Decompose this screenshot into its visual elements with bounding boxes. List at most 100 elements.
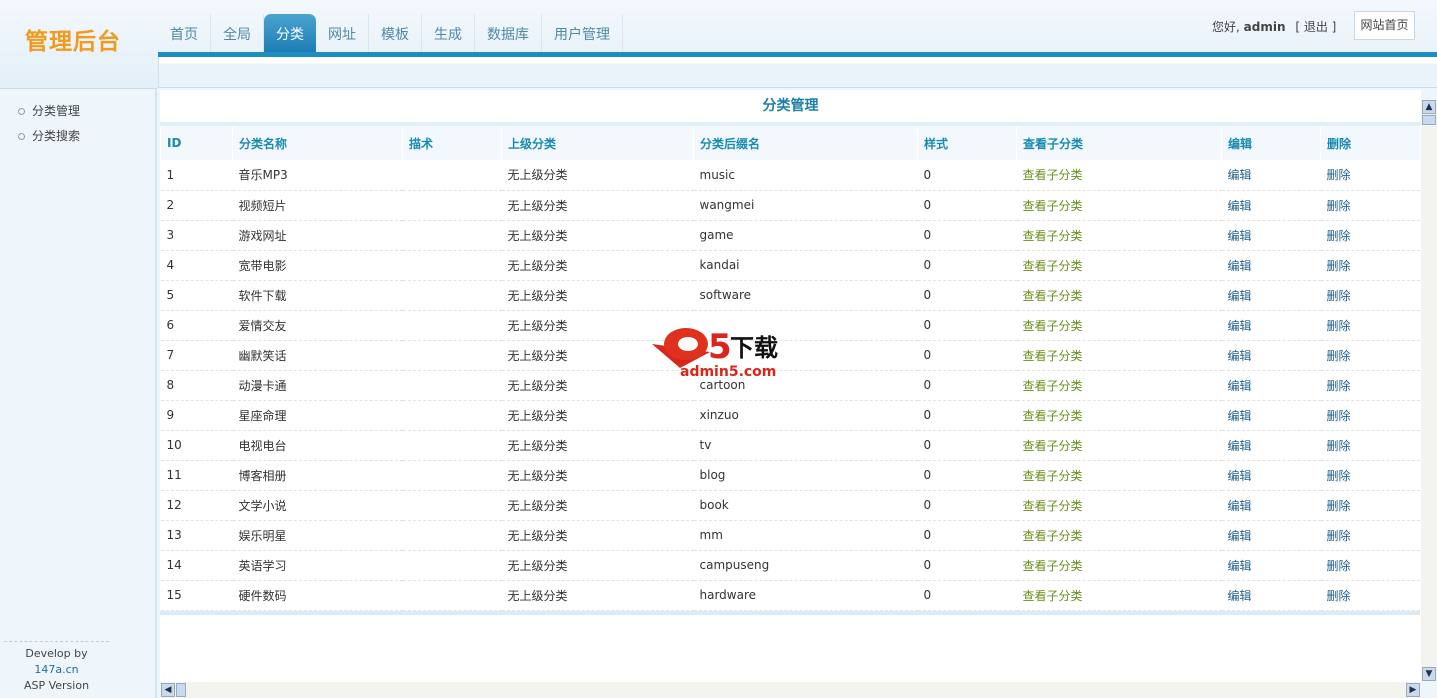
edit-link[interactable]: 编辑 xyxy=(1221,190,1321,221)
table-row: 8 动漫卡通 无上级分类 cartoon 0 查看子分类 编辑 删除 xyxy=(160,370,1420,401)
column-header: ID xyxy=(160,126,233,160)
view-subcategories-link[interactable]: 查看子分类 xyxy=(1016,310,1222,341)
view-subcategories-link[interactable]: 查看子分类 xyxy=(1016,250,1222,281)
tab-4[interactable]: 模板 xyxy=(369,14,422,52)
view-subcategories-link[interactable]: 查看子分类 xyxy=(1016,550,1222,581)
edit-link[interactable]: 编辑 xyxy=(1221,370,1321,401)
view-subcategories-link[interactable]: 查看子分类 xyxy=(1016,580,1222,611)
sidebar-item-category-manage[interactable]: 分类管理 xyxy=(0,99,155,124)
tab-7[interactable]: 用户管理 xyxy=(542,14,623,52)
edit-link[interactable]: 编辑 xyxy=(1221,490,1321,521)
delete-link[interactable]: 删除 xyxy=(1320,520,1420,551)
view-subcategories-link[interactable]: 查看子分类 xyxy=(1016,370,1222,401)
cell-suffix: mm xyxy=(693,520,918,551)
table-row: 7 幽默笑话 无上级分类 0 查看子分类 编辑 删除 xyxy=(160,340,1420,371)
cell-id: 3 xyxy=(160,220,233,251)
delete-link[interactable]: 删除 xyxy=(1320,340,1420,371)
cell-suffix: xinzuo xyxy=(693,400,918,431)
tab-1[interactable]: 全局 xyxy=(211,14,264,52)
tab-2[interactable]: 分类 xyxy=(264,14,316,52)
scroll-thumb[interactable] xyxy=(176,683,186,697)
delete-link[interactable]: 删除 xyxy=(1320,370,1420,401)
column-header: 描术 xyxy=(402,126,502,160)
scroll-right-icon[interactable]: ▶ xyxy=(1406,683,1420,697)
edit-link[interactable]: 编辑 xyxy=(1221,550,1321,581)
scroll-thumb[interactable] xyxy=(1422,115,1436,125)
cell-style: 0 xyxy=(917,490,1017,521)
svg-text:admin5.com: admin5.com xyxy=(680,364,776,378)
view-subcategories-link[interactable]: 查看子分类 xyxy=(1016,280,1222,311)
horizontal-scrollbar[interactable]: ◀ ▶ xyxy=(160,682,1421,698)
edit-link[interactable]: 编辑 xyxy=(1221,280,1321,311)
delete-link[interactable]: 删除 xyxy=(1320,250,1420,281)
cell-desc xyxy=(402,490,502,521)
cell-desc xyxy=(402,370,502,401)
delete-link[interactable]: 删除 xyxy=(1320,430,1420,461)
cell-desc xyxy=(402,220,502,251)
tab-3[interactable]: 网址 xyxy=(316,14,369,52)
cell-suffix: tv xyxy=(693,430,918,461)
edit-link[interactable]: 编辑 xyxy=(1221,250,1321,281)
edit-link[interactable]: 编辑 xyxy=(1221,460,1321,491)
vertical-scrollbar[interactable]: ▲ ▼ xyxy=(1421,99,1437,682)
delete-link[interactable]: 删除 xyxy=(1320,550,1420,581)
scroll-left-icon[interactable]: ◀ xyxy=(161,683,175,697)
column-header: 分类名称 xyxy=(232,126,403,160)
view-subcategories-link[interactable]: 查看子分类 xyxy=(1016,400,1222,431)
tab-6[interactable]: 数据库 xyxy=(475,14,542,52)
tab-0[interactable]: 首页 xyxy=(158,14,211,52)
edit-link[interactable]: 编辑 xyxy=(1221,400,1321,431)
cell-id: 14 xyxy=(160,550,233,581)
logout-link[interactable]: [ 退出 ] xyxy=(1295,20,1337,34)
view-subcategories-link[interactable]: 查看子分类 xyxy=(1016,430,1222,461)
scroll-up-icon[interactable]: ▲ xyxy=(1422,100,1436,114)
cell-parent: 无上级分类 xyxy=(501,580,694,611)
view-subcategories-link[interactable]: 查看子分类 xyxy=(1016,190,1222,221)
cell-desc xyxy=(402,160,502,191)
delete-link[interactable]: 删除 xyxy=(1320,220,1420,251)
delete-link[interactable]: 删除 xyxy=(1320,580,1420,611)
edit-link[interactable]: 编辑 xyxy=(1221,520,1321,551)
cell-parent: 无上级分类 xyxy=(501,490,694,521)
content-panel: 分类管理 ID 分类名称 描术 上级分类 分类后缀名 样式 查看子分类 编辑 删除 1 音乐MP3… xyxy=(160,90,1421,682)
cell-parent: 无上级分类 xyxy=(501,310,694,341)
column-header: 样式 xyxy=(917,126,1017,160)
cell-name: 音乐MP3 xyxy=(232,160,403,191)
edit-link[interactable]: 编辑 xyxy=(1221,160,1321,191)
edit-link[interactable]: 编辑 xyxy=(1221,340,1321,371)
delete-link[interactable]: 删除 xyxy=(1320,310,1420,341)
cell-style: 0 xyxy=(917,220,1017,251)
edit-link[interactable]: 编辑 xyxy=(1221,430,1321,461)
cell-id: 8 xyxy=(160,370,233,401)
cell-id: 15 xyxy=(160,580,233,611)
cell-name: 娱乐明星 xyxy=(232,520,403,551)
cell-id: 9 xyxy=(160,400,233,431)
view-subcategories-link[interactable]: 查看子分类 xyxy=(1016,160,1222,191)
view-subcategories-link[interactable]: 查看子分类 xyxy=(1016,520,1222,551)
view-subcategories-link[interactable]: 查看子分类 xyxy=(1016,460,1222,491)
table-row: 13 娱乐明星 无上级分类 mm 0 查看子分类 编辑 删除 xyxy=(160,520,1420,551)
delete-link[interactable]: 删除 xyxy=(1320,190,1420,221)
edit-link[interactable]: 编辑 xyxy=(1221,580,1321,611)
cell-id: 11 xyxy=(160,460,233,491)
column-header: 删除 xyxy=(1320,126,1420,160)
delete-link[interactable]: 删除 xyxy=(1320,460,1420,491)
delete-link[interactable]: 删除 xyxy=(1320,160,1420,191)
edit-link[interactable]: 编辑 xyxy=(1221,310,1321,341)
footer-link[interactable]: 147a.cn xyxy=(34,663,79,676)
user-info: 您好, admin [ 退出 ] xyxy=(1212,18,1336,35)
delete-link[interactable]: 删除 xyxy=(1320,400,1420,431)
sidebar-item-category-search[interactable]: 分类搜索 xyxy=(0,124,155,149)
column-header: 查看子分类 xyxy=(1016,126,1222,160)
cell-parent: 无上级分类 xyxy=(501,520,694,551)
view-subcategories-link[interactable]: 查看子分类 xyxy=(1016,340,1222,371)
delete-link[interactable]: 删除 xyxy=(1320,490,1420,521)
view-subcategories-link[interactable]: 查看子分类 xyxy=(1016,490,1222,521)
tab-5[interactable]: 生成 xyxy=(422,14,475,52)
view-subcategories-link[interactable]: 查看子分类 xyxy=(1016,220,1222,251)
cell-style: 0 xyxy=(917,190,1017,221)
site-home-button[interactable]: 网站首页 xyxy=(1354,11,1415,40)
scroll-down-icon[interactable]: ▼ xyxy=(1422,667,1436,681)
delete-link[interactable]: 删除 xyxy=(1320,280,1420,311)
edit-link[interactable]: 编辑 xyxy=(1221,220,1321,251)
